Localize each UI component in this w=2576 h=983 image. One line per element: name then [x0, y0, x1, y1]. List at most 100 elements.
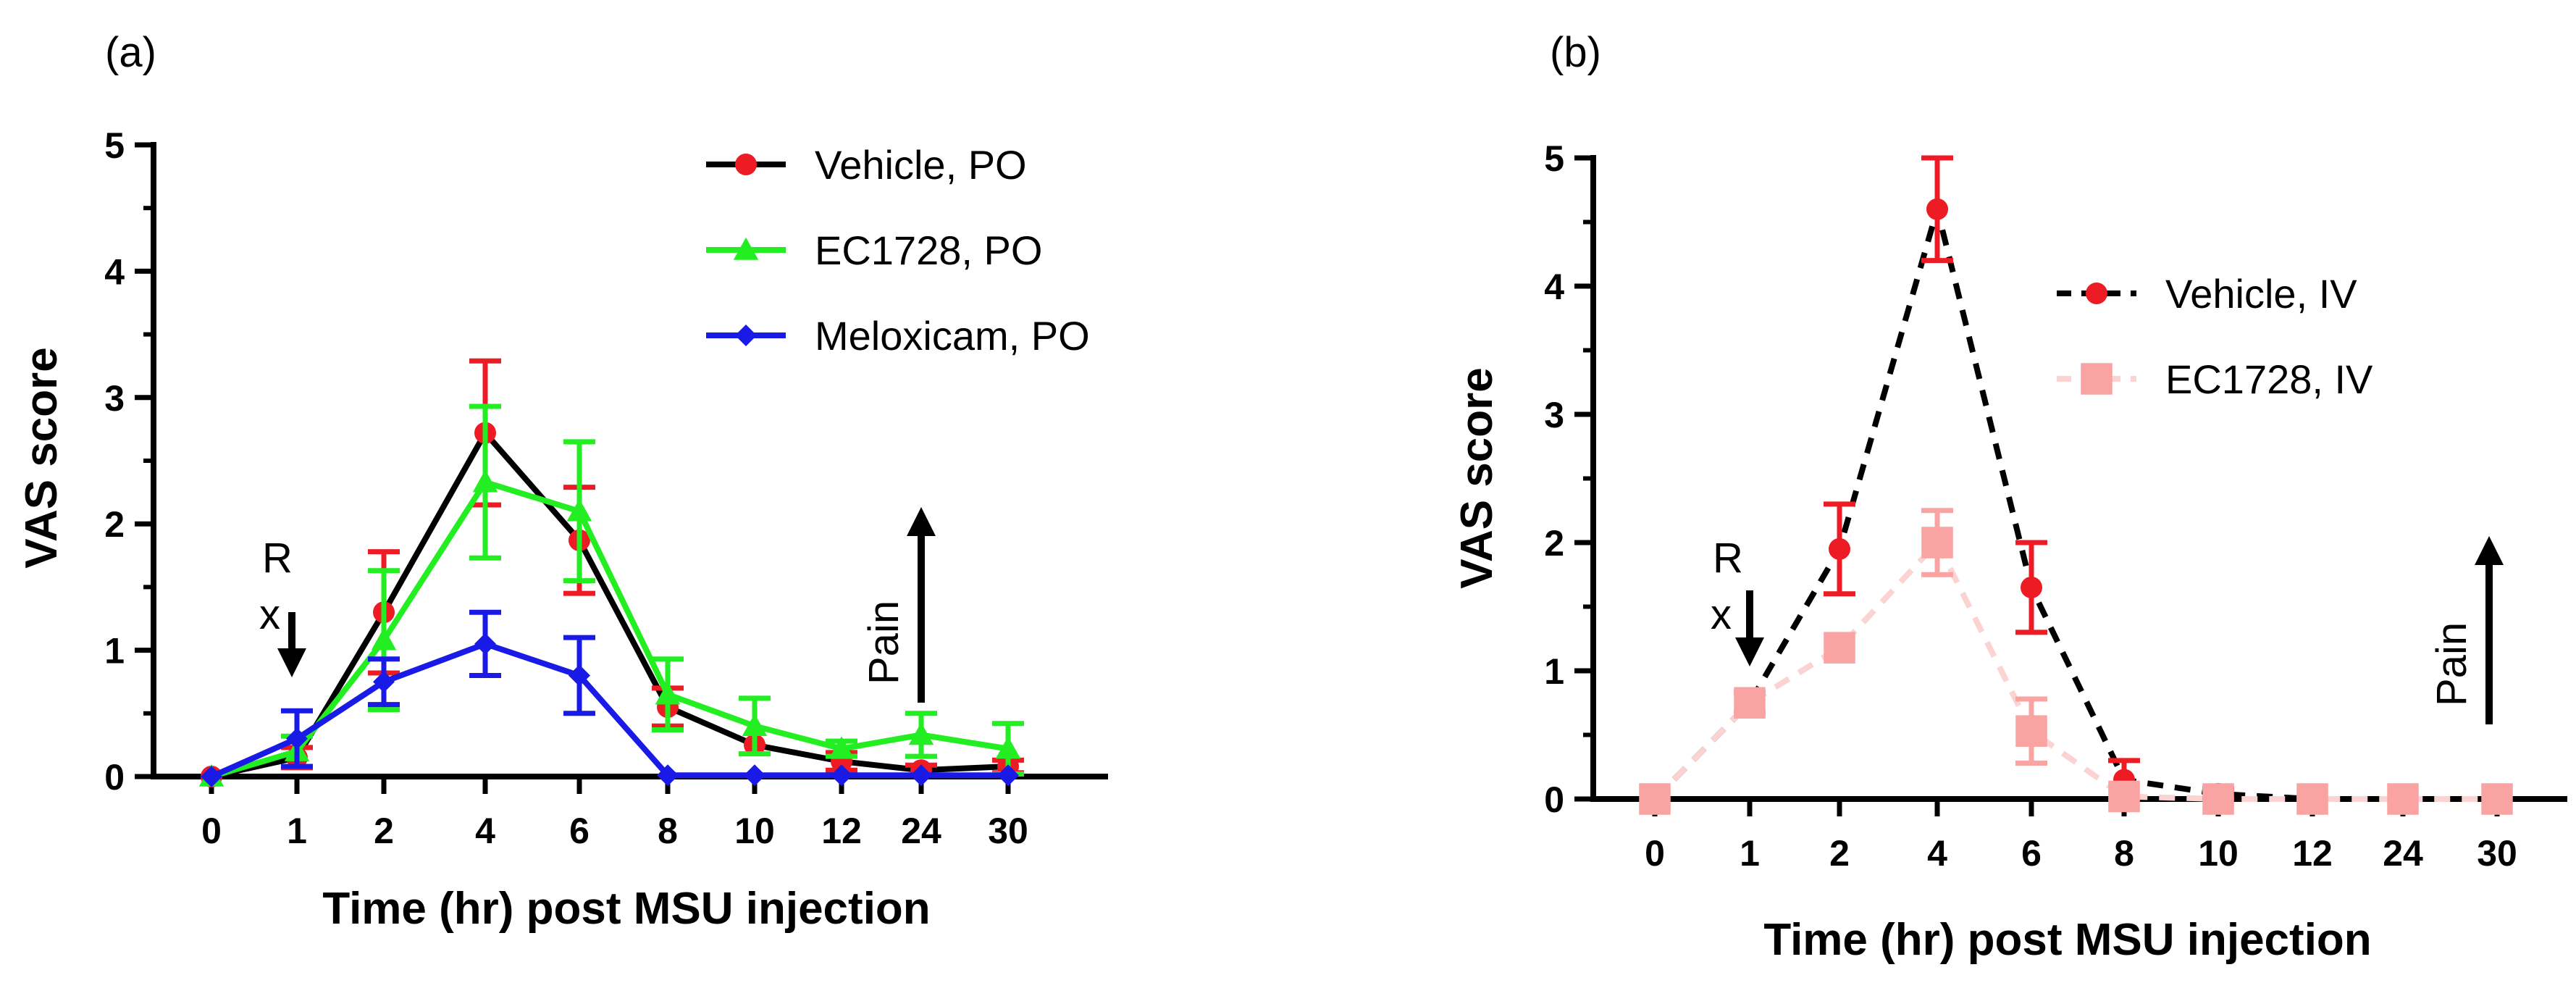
y-tick-label-a: 3 [104, 378, 125, 419]
data-point-a-2 [831, 764, 852, 787]
data-point-b-1 [2108, 780, 2140, 813]
data-point-a-2 [657, 764, 679, 787]
pain-annotation-a: Pain [860, 507, 936, 703]
data-point-a-1 [566, 498, 592, 522]
pain-annotation-b: Pain [2428, 536, 2504, 724]
series-line-b-0 [1653, 206, 2497, 802]
chart-panel-b: (b) VAS score Time (hr) post MSU injecti… [1452, 29, 2567, 965]
data-point-b-0 [2021, 576, 2042, 598]
x-tick-label-a: 4 [475, 811, 495, 851]
data-point-b-1 [1639, 783, 1671, 815]
data-point-b-0 [1829, 537, 1850, 560]
rx-annotation-b: R x [1711, 535, 1764, 666]
data-point-a-2 [474, 632, 496, 655]
data-point-b-1 [2015, 715, 2047, 747]
series-line-b-1 [1653, 540, 2497, 802]
panel-label-a: (a) [105, 29, 156, 76]
legend-label-a-1: EC1728, PO [815, 227, 1042, 273]
x-tick-label-b: 4 [1927, 833, 1947, 874]
x-tick-label-a: 1 [287, 811, 307, 851]
rx-label-r-a: R [262, 535, 293, 582]
series-line-a-1 [210, 479, 1009, 779]
legend-marker-a-0 [735, 154, 757, 175]
legend-marker-b-0 [2086, 283, 2107, 304]
data-point-a-2 [286, 727, 308, 750]
data-point-a-2 [201, 766, 222, 787]
rx-label-r-b: R [1713, 535, 1743, 582]
data-point-b-1 [2387, 783, 2419, 815]
x-tick-label-b: 1 [1740, 833, 1760, 874]
y-tick-label-a: 2 [104, 504, 125, 545]
data-point-a-2 [910, 764, 932, 787]
x-tick-label-a: 0 [201, 811, 222, 851]
x-tick-label-b: 30 [2477, 833, 2517, 874]
pain-label-b: Pain [2428, 622, 2475, 706]
x-tick-label-b: 12 [2292, 833, 2333, 874]
data-point-a-1 [371, 627, 397, 651]
data-point-a-1 [472, 469, 498, 493]
x-axis-title-b: Time (hr) post MSU injection [1763, 915, 2371, 965]
data-point-a-2 [744, 764, 765, 787]
series-group-b [1639, 155, 2513, 815]
x-tick-label-a: 2 [374, 811, 394, 851]
y-tick-label-b: 5 [1544, 138, 1564, 179]
x-tick-label-b: 24 [2383, 833, 2423, 874]
data-point-b-1 [1921, 527, 1953, 559]
x-tick-label-b: 6 [2021, 833, 2042, 874]
series-line-a-0 [211, 430, 1009, 779]
data-point-a-1 [828, 736, 855, 759]
data-point-a-1 [655, 682, 681, 705]
rx-label-x-a: x [259, 591, 280, 638]
data-point-a-2 [997, 764, 1019, 787]
panel-label-b: (b) [1550, 29, 1601, 76]
legend-marker-b-1 [2081, 363, 2113, 395]
x-tick-label-a: 30 [988, 811, 1028, 851]
y-tick-label-b: 0 [1544, 779, 1564, 820]
x-tick-label-b: 8 [2114, 833, 2134, 874]
data-point-b-1 [2296, 783, 2328, 815]
data-point-b-1 [2481, 783, 2513, 815]
legend-label-b-0: Vehicle, IV [2165, 271, 2357, 317]
y-axis-title-a: VAS score [17, 347, 67, 569]
y-tick-label-a: 1 [104, 631, 125, 672]
x-tick-label-a: 24 [901, 811, 941, 851]
pain-label-a: Pain [860, 601, 907, 685]
y-tick-label-b: 4 [1544, 267, 1564, 307]
y-tick-label-b: 3 [1544, 395, 1564, 435]
y-tick-label-a: 5 [104, 125, 125, 166]
x-tick-label-a: 6 [569, 811, 590, 851]
legend-label-a-0: Vehicle, PO [815, 142, 1027, 188]
data-point-a-2 [373, 671, 395, 693]
x-tick-label-b: 0 [1645, 833, 1665, 874]
x-tick-label-a: 12 [821, 811, 862, 851]
y-tick-label-a: 0 [104, 757, 125, 798]
data-point-a-1 [995, 736, 1021, 759]
legend-b: Vehicle, IV EC1728, IV [2057, 271, 2373, 402]
legend-marker-a-2 [735, 325, 757, 346]
rx-annotation-a: R x [259, 535, 306, 677]
legend-label-a-2: Meloxicam, PO [815, 313, 1090, 359]
x-tick-label-a: 8 [658, 811, 678, 851]
series-line-a-2 [210, 640, 1008, 779]
legend-a: Vehicle, PO EC1728, PO Meloxicam, PO [706, 142, 1090, 359]
data-point-a-1 [908, 722, 934, 745]
series-group-a [198, 358, 1024, 787]
x-tick-label-a: 10 [734, 811, 775, 851]
x-tick-label-b: 10 [2198, 833, 2239, 874]
data-point-b-1 [1734, 687, 1766, 719]
y-tick-label-a: 4 [104, 251, 125, 292]
legend-label-b-1: EC1728, IV [2165, 356, 2373, 402]
x-tick-label-b: 2 [1829, 833, 1850, 874]
chart-panel-a: (a) VAS score Time (hr) post MSU injecti… [17, 29, 1108, 934]
data-point-a-1 [742, 713, 768, 737]
y-axis-title-b: VAS score [1452, 367, 1502, 589]
data-point-b-0 [1926, 198, 1948, 220]
x-axis-title-a: Time (hr) post MSU injection [322, 884, 930, 934]
rx-label-x-b: x [1711, 591, 1732, 638]
data-point-b-1 [1824, 632, 1855, 664]
data-point-b-1 [2202, 783, 2234, 815]
legend-marker-a-1 [733, 237, 759, 260]
